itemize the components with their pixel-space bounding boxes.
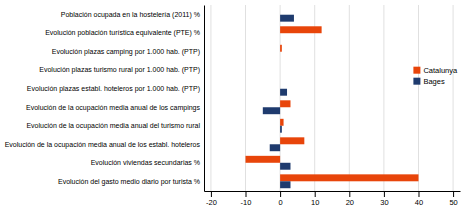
tick: -20	[206, 191, 217, 207]
tick-mark	[418, 191, 419, 197]
tick-mark	[280, 191, 281, 197]
grid-line	[349, 5, 350, 191]
grid-line	[453, 5, 454, 191]
bar	[280, 174, 418, 181]
chart: -20 -10 0 10 20 30 40 50 Población ocupada en la…	[0, 0, 474, 209]
tick: Evolución del gasto medio diario por tur…	[58, 178, 204, 186]
tick: 50	[449, 191, 457, 207]
tick-label: 50	[449, 198, 457, 207]
axis-line	[204, 6, 205, 192]
tick: Población ocupada en la hostelería (2011…	[61, 11, 204, 19]
grid-line	[245, 5, 246, 191]
axis-line	[205, 191, 461, 192]
tick: 40	[415, 191, 423, 207]
y-axis: Población ocupada en la hostelería (2011…	[5, 6, 205, 192]
tick-label: Evolución de la ocupación media anual de…	[5, 141, 201, 149]
bar	[280, 119, 283, 126]
bar	[280, 15, 294, 22]
legend-label: Bages	[423, 77, 445, 86]
bar	[280, 33, 281, 40]
bar	[280, 100, 290, 107]
bar	[246, 156, 281, 163]
tick: Evolución viviendas secundarias %	[91, 159, 204, 166]
tick: 30	[380, 191, 388, 207]
legend-swatch	[413, 78, 420, 85]
tick: Evolución de la ocupación media anual de…	[26, 103, 204, 111]
series	[263, 15, 294, 189]
tick-label: Población ocupada en la hostelería (2011…	[61, 11, 200, 19]
bar	[280, 137, 304, 144]
legend-item: Catalunya	[413, 66, 458, 75]
grid-line	[210, 5, 211, 191]
tick-label: Evolución plazas establ. hoteleros por 1…	[27, 85, 200, 93]
tick-mark	[315, 191, 316, 197]
tick-label: -20	[206, 198, 217, 207]
tick-label: Evolución de la ocupación media anual de…	[26, 122, 200, 130]
tick-mark	[246, 191, 247, 197]
tick: Evolución población turística equivalent…	[45, 29, 204, 37]
grid	[211, 5, 453, 191]
tick-label: Evolución viviendas secundarias %	[91, 159, 200, 166]
tick-label: 20	[346, 198, 354, 207]
tick-label: 40	[415, 198, 423, 207]
tick: 10	[311, 191, 319, 207]
bar	[280, 82, 281, 89]
tick-label: Evolución del gasto medio diario por tur…	[58, 178, 200, 186]
tick: Evolución plazas camping por 1.000 hab. …	[52, 48, 204, 56]
bar	[280, 89, 287, 96]
tick: -10	[241, 191, 252, 207]
tick: Evolución de la ocupación media anual de…	[5, 141, 204, 149]
bar	[280, 126, 282, 133]
series	[246, 26, 419, 181]
legend: Catalunya Bages	[413, 66, 458, 86]
tick: Evolución plazas turismo rural por 1.000…	[39, 66, 204, 74]
bar	[280, 70, 281, 77]
bar	[280, 52, 281, 59]
tick-label: Evolución población turística equivalent…	[45, 29, 200, 37]
legend-swatch	[413, 67, 420, 74]
bar	[280, 181, 290, 188]
plot: -20 -10 0 10 20 30 40 50 Población ocupada en la…	[5, 5, 461, 207]
bar	[280, 8, 281, 15]
tick: Evolución plazas establ. hoteleros por 1…	[27, 85, 204, 93]
tick: 0	[279, 191, 283, 207]
legend-label: Catalunya	[423, 66, 458, 75]
bars	[246, 15, 419, 189]
tick-label: Evolución plazas turismo rural por 1.000…	[39, 66, 200, 74]
tick-label: Evolución plazas camping por 1.000 hab. …	[52, 48, 200, 56]
bar	[280, 45, 282, 52]
bar	[280, 26, 322, 33]
bar	[270, 144, 280, 151]
tick-label: Evolución de la ocupación media anual de…	[26, 103, 200, 111]
tick-mark	[349, 191, 350, 197]
tick-mark	[211, 191, 212, 197]
legend-item: Bages	[413, 77, 445, 86]
bar	[263, 107, 280, 114]
tick: Evolución de la ocupación media anual de…	[26, 122, 204, 130]
tick-label: 10	[311, 198, 319, 207]
tick-label: -10	[241, 198, 252, 207]
tick-mark	[453, 191, 454, 197]
tick-label: 30	[380, 198, 388, 207]
tick-label: 0	[279, 198, 283, 207]
grid-line	[383, 5, 384, 191]
bar	[280, 63, 281, 70]
grid-line	[418, 5, 419, 191]
tick: 20	[346, 191, 354, 207]
tick-mark	[384, 191, 385, 197]
x-axis: -20 -10 0 10 20 30 40 50	[205, 191, 461, 207]
bar	[280, 163, 290, 170]
